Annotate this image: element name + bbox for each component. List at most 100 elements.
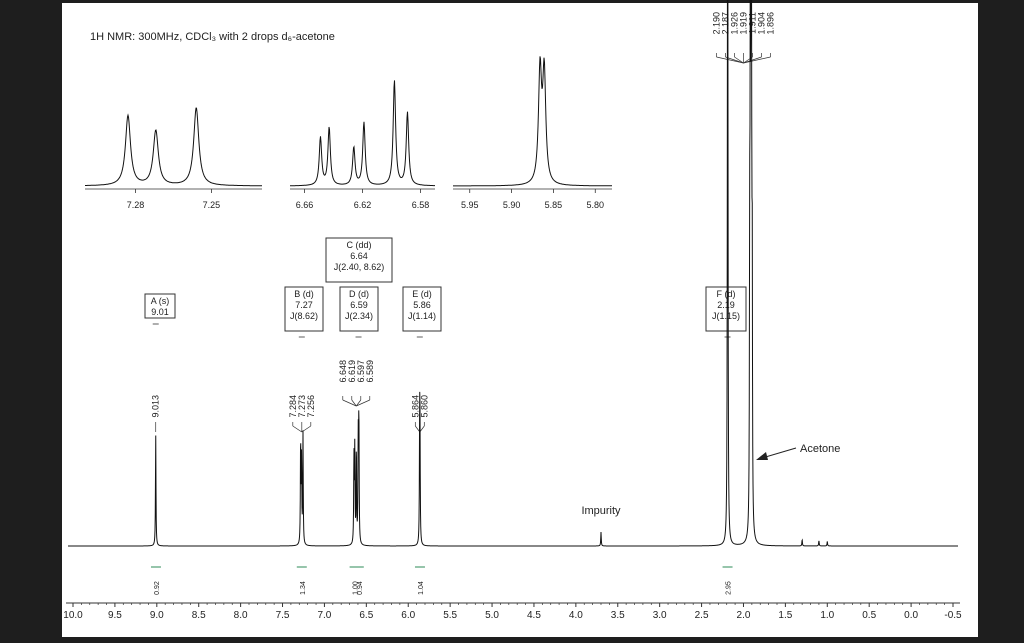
- inset-tick-label: 7.28: [127, 200, 145, 210]
- multiplet-text: A (s): [151, 296, 170, 306]
- multiplet-text: 2.19: [717, 300, 735, 310]
- x-tick-label: 4.5: [527, 610, 541, 621]
- x-tick-label: 3.5: [611, 610, 625, 621]
- spectrum-title: 1H NMR: 300MHz, CDCl₃ with 2 drops d₆-ac…: [90, 31, 335, 43]
- multiplet-text: D (d): [349, 289, 369, 299]
- multiplet-text: F (d): [717, 289, 736, 299]
- x-tick-label: 7.0: [317, 610, 331, 621]
- x-tick-label: 4.0: [569, 610, 583, 621]
- inset-panels: 7.28 7.25 6.66 6.62 6.58 5.95 5.90 5.85 5.80: [85, 56, 612, 210]
- x-tick-label: 9.0: [150, 610, 164, 621]
- multiplet-text: B (d): [294, 289, 314, 299]
- multiplet-text: J(2.40, 8.62): [334, 262, 385, 272]
- peak-label-leader: [725, 56, 744, 64]
- x-tick-label: 8.5: [192, 610, 206, 621]
- integral-value: 0.92: [154, 581, 161, 595]
- inset-tick-label: 5.90: [503, 200, 521, 210]
- x-tick-label: 2.0: [737, 610, 751, 621]
- x-tick-label: 1.5: [778, 610, 792, 621]
- integral-value: 1.34: [300, 581, 307, 595]
- integral-value: 1.00: [353, 581, 360, 595]
- acetone-label: Acetone: [800, 443, 840, 455]
- inset-tick-label: 6.66: [296, 200, 314, 210]
- peak-shift-label: 7.284: [288, 395, 298, 418]
- paper-background: [62, 3, 978, 637]
- peak-shift-label: 7.256: [306, 395, 316, 418]
- peak-shift-label: 6.597: [356, 360, 366, 383]
- acetone-arrow: [761, 447, 797, 459]
- x-tick-label: 10.0: [63, 610, 83, 621]
- inset-tick-label: 6.58: [412, 200, 430, 210]
- multiplet-text: 5.86: [413, 300, 431, 310]
- peak-shift-label: 6.648: [338, 360, 348, 383]
- x-tick-label: 3.0: [653, 610, 667, 621]
- peak-shift-label: 6.619: [347, 360, 357, 383]
- x-tick-label: 0.0: [904, 610, 918, 621]
- inset-trace: [85, 107, 262, 187]
- integral-marks: 0.92 1.34 1.000.94 1.04 2.95: [150, 566, 733, 595]
- peak-shift-label: 5.864: [410, 395, 420, 418]
- integral-value: 1.04: [418, 581, 425, 595]
- peak-shift-label: 9.013: [151, 395, 161, 418]
- peak-label-leader: [743, 56, 771, 64]
- inset-tick-label: 5.80: [586, 200, 604, 210]
- peak-label-leader: [342, 399, 357, 407]
- x-tick-label: 0.5: [862, 610, 876, 621]
- inset-tick-label: 6.62: [354, 200, 372, 210]
- multiplet-text: C (dd): [346, 240, 371, 250]
- peak-shift-label: 1.911: [747, 12, 757, 34]
- x-tick-label: 1.0: [820, 610, 834, 621]
- peak-label-leader: [356, 399, 370, 407]
- x-tick-label: 7.5: [276, 610, 290, 621]
- x-tick-label: 6.5: [359, 610, 373, 621]
- x-tick-label: 5.0: [485, 610, 499, 621]
- peak-label-leader: [355, 399, 362, 407]
- peak-shift-label: 1.919: [738, 12, 748, 35]
- multiplet-text: J(1.14): [408, 311, 436, 321]
- x-tick-label: -0.5: [944, 610, 962, 621]
- multiplet-text: 6.64: [350, 251, 368, 261]
- impurity-label: Impurity: [581, 505, 621, 517]
- multiplet-text: E (d): [412, 289, 432, 299]
- inset-tick-label: 5.85: [545, 200, 563, 210]
- peak-shift-label: 2.187: [720, 12, 730, 35]
- multiplet-box: [144, 293, 176, 319]
- x-tick-label: 9.5: [108, 610, 122, 621]
- spectrum-trace: [68, 0, 958, 547]
- x-axis: 10.0 9.5 9.0 8.5 8.0 7.5 7.0 6.5 6.0 5.5 5.0 4.5 4.0…: [63, 602, 962, 621]
- peak-shift-label: 2.190: [711, 12, 721, 35]
- peak-shift-label: 1.904: [756, 12, 766, 35]
- inset-tick-label: 5.95: [461, 200, 479, 210]
- annotations: Impurity Acetone: [581, 443, 840, 517]
- inset-trace: [453, 56, 612, 187]
- multiplet-text: J(2.34): [345, 311, 373, 321]
- peak-shift-label: 1.926: [729, 12, 739, 35]
- peak-label-leader: [292, 425, 302, 433]
- multiplet-box: [325, 237, 393, 283]
- inset-trace: [290, 80, 435, 187]
- multiplet-text: 7.27: [295, 300, 313, 310]
- multiplet-box: [402, 286, 442, 332]
- peak-shift-label: 7.273: [297, 395, 307, 418]
- peak-label-leader: [351, 399, 357, 407]
- x-tick-label: 5.5: [443, 610, 457, 621]
- x-tick-label: 2.5: [695, 610, 709, 621]
- multiplet-text: J(1.15): [712, 311, 740, 321]
- multiplet-box: [705, 286, 747, 332]
- x-tick-label: 8.0: [234, 610, 248, 621]
- peak-label-leader: [734, 56, 744, 64]
- multiplet-text: J(8.62): [290, 311, 318, 321]
- spectrum-line: [68, 0, 958, 547]
- multiplet-box: [339, 286, 379, 332]
- x-tick-label: 6.0: [401, 610, 415, 621]
- peak-label-leader: [716, 56, 744, 64]
- peak-shift-label: 5.860: [419, 395, 429, 418]
- integral-value: 2.95: [726, 581, 733, 595]
- multiplet-text: 6.59: [350, 300, 368, 310]
- multiplet-box: [284, 286, 324, 332]
- integral-value: 0.94: [357, 581, 364, 595]
- acetone-arrowhead: [756, 452, 768, 460]
